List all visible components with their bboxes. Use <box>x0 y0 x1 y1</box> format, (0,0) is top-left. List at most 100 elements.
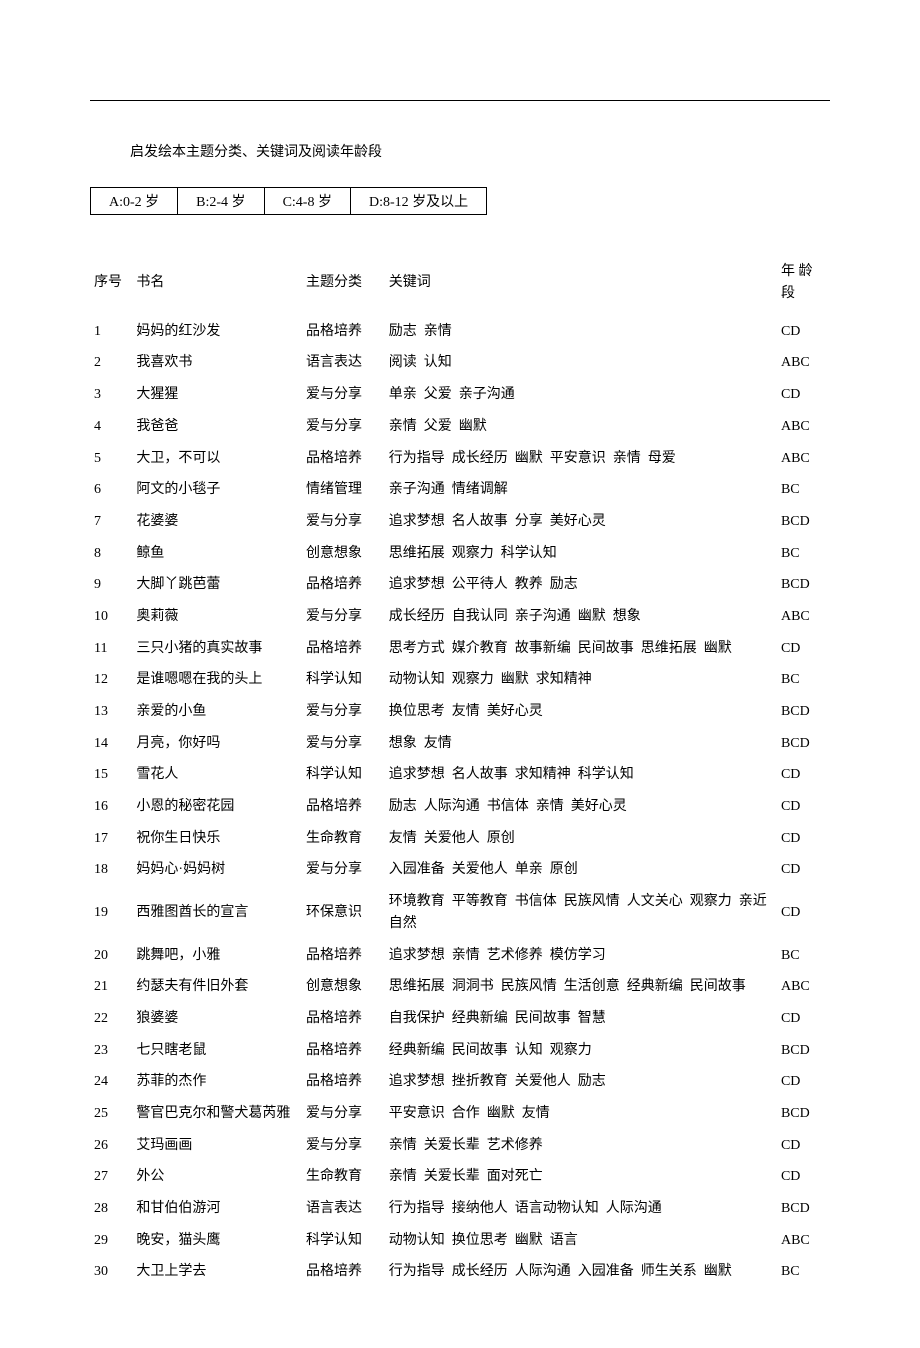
keyword: 思维拓展 <box>389 546 445 561</box>
keyword: 友情 <box>445 704 480 719</box>
table-row: 24苏菲的杰作品格培养追求梦想挫折教育关爱他人励志CD <box>90 1066 830 1098</box>
keyword: 动物认知 <box>389 672 445 687</box>
cell-book-name: 三只小猪的真实故事 <box>132 633 302 665</box>
keyword: 幽默 <box>508 451 543 466</box>
keyword: 想象 <box>389 736 417 751</box>
keyword: 美好心灵 <box>564 799 627 814</box>
keyword: 平安意识 <box>543 451 606 466</box>
keyword: 入园准备 <box>571 1264 634 1279</box>
age-legend-table: A:0-2 岁 B:2-4 岁 C:4-8 岁 D:8-12 岁及以上 <box>90 187 487 215</box>
cell-age: BC <box>777 664 830 696</box>
table-row: 2我喜欢书语言表达阅读认知ABC <box>90 347 830 379</box>
keyword: 行为指导 <box>389 1201 445 1216</box>
cell-keywords: 动物认知换位思考幽默语言 <box>385 1225 777 1257</box>
table-row: 23七只瞎老鼠品格培养经典新编民间故事认知观察力BCD <box>90 1035 830 1067</box>
cell-keywords: 追求梦想公平待人教养励志 <box>385 569 777 601</box>
keyword: 思考方式 <box>389 641 445 656</box>
cell-category: 爱与分享 <box>302 1130 385 1162</box>
keyword: 平安意识 <box>389 1106 445 1121</box>
cell-category: 品格培养 <box>302 633 385 665</box>
table-row: 7花婆婆爱与分享追求梦想名人故事分享美好心灵BCD <box>90 506 830 538</box>
cell-category: 品格培养 <box>302 940 385 972</box>
cell-age: BC <box>777 538 830 570</box>
keyword: 民间故事 <box>683 979 746 994</box>
keyword: 媒介教育 <box>445 641 508 656</box>
table-row: 30大卫上学去品格培养行为指导成长经历人际沟通入园准备师生关系幽默BC <box>90 1256 830 1288</box>
cell-age: CD <box>777 823 830 855</box>
cell-book-name: 雪花人 <box>132 759 302 791</box>
keyword: 亲子沟通 <box>452 387 515 402</box>
keyword: 故事新编 <box>508 641 571 656</box>
cell-book-name: 鲸鱼 <box>132 538 302 570</box>
keyword: 民间故事 <box>571 641 634 656</box>
cell-category: 情绪管理 <box>302 474 385 506</box>
keyword: 分享 <box>508 514 543 529</box>
cell-book-name: 祝你生日快乐 <box>132 823 302 855</box>
keyword: 亲情 <box>606 451 641 466</box>
cell-category: 品格培养 <box>302 1003 385 1035</box>
cell-keywords: 追求梦想名人故事求知精神科学认知 <box>385 759 777 791</box>
cell-keywords: 亲情父爱幽默 <box>385 411 777 443</box>
cell-idx: 6 <box>90 474 132 506</box>
cell-age: CD <box>777 379 830 411</box>
cell-category: 品格培养 <box>302 316 385 348</box>
cell-idx: 21 <box>90 971 132 1003</box>
keyword: 亲子沟通 <box>389 482 445 497</box>
keyword: 平等教育 <box>445 894 508 909</box>
keyword: 模仿学习 <box>543 948 606 963</box>
cell-book-name: 大卫，不可以 <box>132 443 302 475</box>
cell-idx: 5 <box>90 443 132 475</box>
cell-category: 语言表达 <box>302 347 385 379</box>
cell-book-name: 亲爱的小鱼 <box>132 696 302 728</box>
cell-idx: 7 <box>90 506 132 538</box>
cell-keywords: 经典新编民间故事认知观察力 <box>385 1035 777 1067</box>
cell-category: 品格培养 <box>302 1066 385 1098</box>
keyword: 幽默 <box>571 609 606 624</box>
cell-idx: 1 <box>90 316 132 348</box>
doc-title: 启发绘本主题分类、关键词及阅读年龄段 <box>130 141 830 161</box>
cell-idx: 14 <box>90 728 132 760</box>
cell-age: ABC <box>777 443 830 475</box>
cell-category: 科学认知 <box>302 1225 385 1257</box>
cell-idx: 13 <box>90 696 132 728</box>
keyword: 亲情 <box>417 324 452 339</box>
cell-idx: 15 <box>90 759 132 791</box>
cell-idx: 3 <box>90 379 132 411</box>
cell-book-name: 晚安，猫头鹰 <box>132 1225 302 1257</box>
cell-age: BCD <box>777 1193 830 1225</box>
keyword: 追求梦想 <box>389 577 445 592</box>
cell-idx: 27 <box>90 1161 132 1193</box>
legend-cell-d: D:8-12 岁及以上 <box>350 188 486 215</box>
table-row: 22狼婆婆品格培养自我保护经典新编民间故事智慧CD <box>90 1003 830 1035</box>
cell-book-name: 狼婆婆 <box>132 1003 302 1035</box>
keyword: 成长经历 <box>445 451 508 466</box>
table-row: 26艾玛画画爱与分享亲情关爱长辈艺术修养CD <box>90 1130 830 1162</box>
keyword: 观察力 <box>543 1043 592 1058</box>
cell-idx: 24 <box>90 1066 132 1098</box>
cell-category: 环保意识 <box>302 886 385 939</box>
cell-age: CD <box>777 886 830 939</box>
cell-keywords: 亲情关爱长辈面对死亡 <box>385 1161 777 1193</box>
cell-keywords: 自我保护经典新编民间故事智慧 <box>385 1003 777 1035</box>
cell-book-name: 外公 <box>132 1161 302 1193</box>
keyword: 观察力 <box>445 672 494 687</box>
cell-keywords: 入园准备关爱他人单亲原创 <box>385 854 777 886</box>
cell-idx: 20 <box>90 940 132 972</box>
cell-keywords: 行为指导成长经历人际沟通入园准备师生关系幽默 <box>385 1256 777 1288</box>
keyword: 认知 <box>508 1043 543 1058</box>
header-cat: 主题分类 <box>302 255 385 316</box>
cell-category: 品格培养 <box>302 1035 385 1067</box>
keyword: 关爱长辈 <box>417 1138 480 1153</box>
cell-keywords: 友情关爱他人原创 <box>385 823 777 855</box>
keyword: 励志 <box>543 577 578 592</box>
keyword: 单亲 <box>389 387 417 402</box>
keyword: 亲子沟通 <box>508 609 571 624</box>
keyword: 人际沟通 <box>508 1264 571 1279</box>
cell-keywords: 成长经历自我认同亲子沟通幽默想象 <box>385 601 777 633</box>
keyword: 亲情 <box>529 799 564 814</box>
keyword: 励志 <box>571 1074 606 1089</box>
keyword: 书信体 <box>508 894 557 909</box>
table-row: 16小恩的秘密花园品格培养励志人际沟通书信体亲情美好心灵CD <box>90 791 830 823</box>
cell-keywords: 思维拓展洞洞书民族风情生活创意经典新编民间故事 <box>385 971 777 1003</box>
cell-age: CD <box>777 1130 830 1162</box>
